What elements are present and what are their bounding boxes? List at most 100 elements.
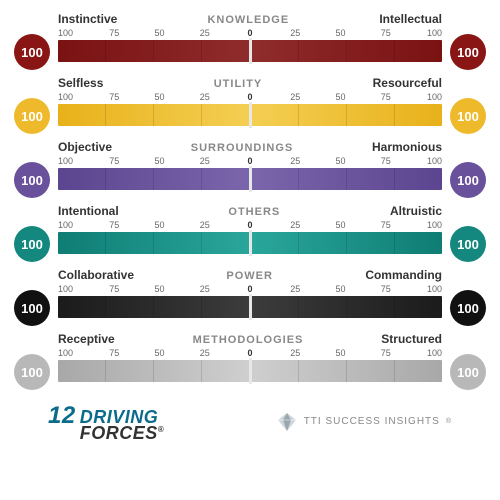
logo-word-forces: FORCES® (80, 425, 164, 441)
right-label: Intellectual (379, 12, 442, 26)
tick-label: 100 (420, 28, 442, 38)
row-labels: Collaborative POWER Commanding (8, 268, 492, 282)
scale-row-surroundings: ObjectiveSURROUNDINGSHarmonious100755025… (8, 140, 492, 190)
right-score-circle: 100 (450, 290, 486, 326)
tick-label: 25 (284, 28, 306, 38)
left-score-circle: 100 (14, 98, 50, 134)
tick-label: 75 (103, 348, 125, 358)
tick-label: 50 (330, 92, 352, 102)
left-label: Instinctive (58, 12, 117, 26)
left-score-circle: 100 (14, 354, 50, 390)
tick-label: 75 (375, 28, 397, 38)
tick-labels: 1007550250255075100 (8, 220, 492, 230)
tick-label: 100 (58, 156, 80, 166)
right-label: Resourceful (373, 76, 442, 90)
tick-label: 75 (375, 284, 397, 294)
scale-bar (58, 296, 442, 318)
tick-label: 50 (330, 156, 352, 166)
tick-label: 100 (58, 348, 80, 358)
left-score-circle: 100 (14, 226, 50, 262)
right-score-circle: 100 (450, 162, 486, 198)
tick-label: 25 (284, 284, 306, 294)
scale-row-power: Collaborative POWER Commanding 100 75 50 25 0 25… (8, 268, 492, 318)
tick-label: 25 (284, 92, 306, 102)
tick-label: 100 (420, 92, 442, 102)
tick-label: 75 (375, 220, 397, 230)
tick-label: 50 (330, 348, 352, 358)
tick-label: 0 (239, 348, 261, 358)
tick-labels: 100 75 50 25 0 25 50 75 100 (8, 28, 492, 38)
left-score-circle: 100 (14, 290, 50, 326)
right-score-circle: 100 (450, 354, 486, 390)
left-score-circle: 100 (14, 34, 50, 70)
driving-forces-logo: 12 DRIVING FORCES® (48, 402, 164, 441)
tick-label: 50 (149, 348, 171, 358)
left-label: Receptive (58, 332, 115, 346)
tick-label: 25 (284, 348, 306, 358)
tick-label: 50 (330, 284, 352, 294)
right-score-circle: 100 (450, 226, 486, 262)
tti-text: TTI SUCCESS INSIGHTS (304, 416, 440, 427)
tick-labels: 1007550250255075100 (8, 284, 492, 294)
right-label: Structured (381, 332, 442, 346)
tick-label: 75 (103, 156, 125, 166)
row-labels: Instinctive KNOWLEDGE Intellectual (8, 12, 492, 26)
tick-label: 100 (58, 220, 80, 230)
left-label: Collaborative (58, 268, 134, 282)
scale-bar (58, 104, 442, 126)
tick-label: 50 (149, 92, 171, 102)
tick-label: 25 (194, 284, 216, 294)
tick-label: 75 (375, 156, 397, 166)
right-label: Harmonious (372, 140, 442, 154)
tick-label: 100 (58, 92, 80, 102)
tick-label: 50 (149, 284, 171, 294)
left-label: Selfless (58, 76, 103, 90)
tick-label: 0 (239, 156, 261, 166)
tick-label: 50 (330, 220, 352, 230)
tick-label: 25 (194, 220, 216, 230)
tick-label: 50 (149, 156, 171, 166)
left-label: Objective (58, 140, 112, 154)
tick-label: 100 (420, 156, 442, 166)
right-label: Commanding (365, 268, 442, 282)
tick-label: 100 (420, 348, 442, 358)
scale-row-utility: SelflessUTILITYResourceful10075502502550… (8, 76, 492, 126)
tick-label: 25 (284, 220, 306, 230)
left-label: Intentional (58, 204, 119, 218)
tick-label: 50 (149, 220, 171, 230)
row-labels: IntentionalOTHERSAltruistic (8, 204, 492, 218)
right-score-circle: 100 (450, 34, 486, 70)
tick-label: 0 (239, 28, 261, 38)
tick-label: 0 (239, 284, 261, 294)
scale-row-knowledge: Instinctive KNOWLEDGE Intellectual 100 75 50 2… (8, 12, 492, 62)
tick-label: 75 (375, 92, 397, 102)
logo-number: 12 (48, 402, 76, 430)
tick-label: 75 (103, 92, 125, 102)
tick-label: 25 (194, 348, 216, 358)
tick-label: 25 (194, 92, 216, 102)
right-label: Altruistic (390, 204, 442, 218)
tick-label: 100 (58, 28, 80, 38)
tick-label: 75 (375, 348, 397, 358)
category-label: METHODOLOGIES (193, 334, 304, 346)
tick-labels: 1007550250255075100 (8, 92, 492, 102)
tick-label: 75 (103, 28, 125, 38)
scale-bar (58, 360, 442, 382)
right-score-circle: 100 (450, 98, 486, 134)
tick-label: 25 (194, 28, 216, 38)
category-label: POWER (226, 270, 273, 282)
tick-label: 50 (330, 28, 352, 38)
tick-label: 25 (284, 156, 306, 166)
category-label: KNOWLEDGE (207, 14, 289, 26)
scale-bar (58, 40, 442, 62)
scale-bar (58, 232, 442, 254)
scale-row-methodologies: Receptive METHODOLOGIES Structured 100 75 50 2… (8, 332, 492, 382)
row-labels: Receptive METHODOLOGIES Structured (8, 332, 492, 346)
tick-label: 50 (149, 28, 171, 38)
diamond-icon (276, 411, 298, 433)
tick-label: 100 (420, 284, 442, 294)
scale-bar (58, 168, 442, 190)
row-labels: SelflessUTILITYResourceful (8, 76, 492, 90)
tick-label: 100 (58, 284, 80, 294)
tti-logo: TTI SUCCESS INSIGHTS® (276, 411, 452, 433)
